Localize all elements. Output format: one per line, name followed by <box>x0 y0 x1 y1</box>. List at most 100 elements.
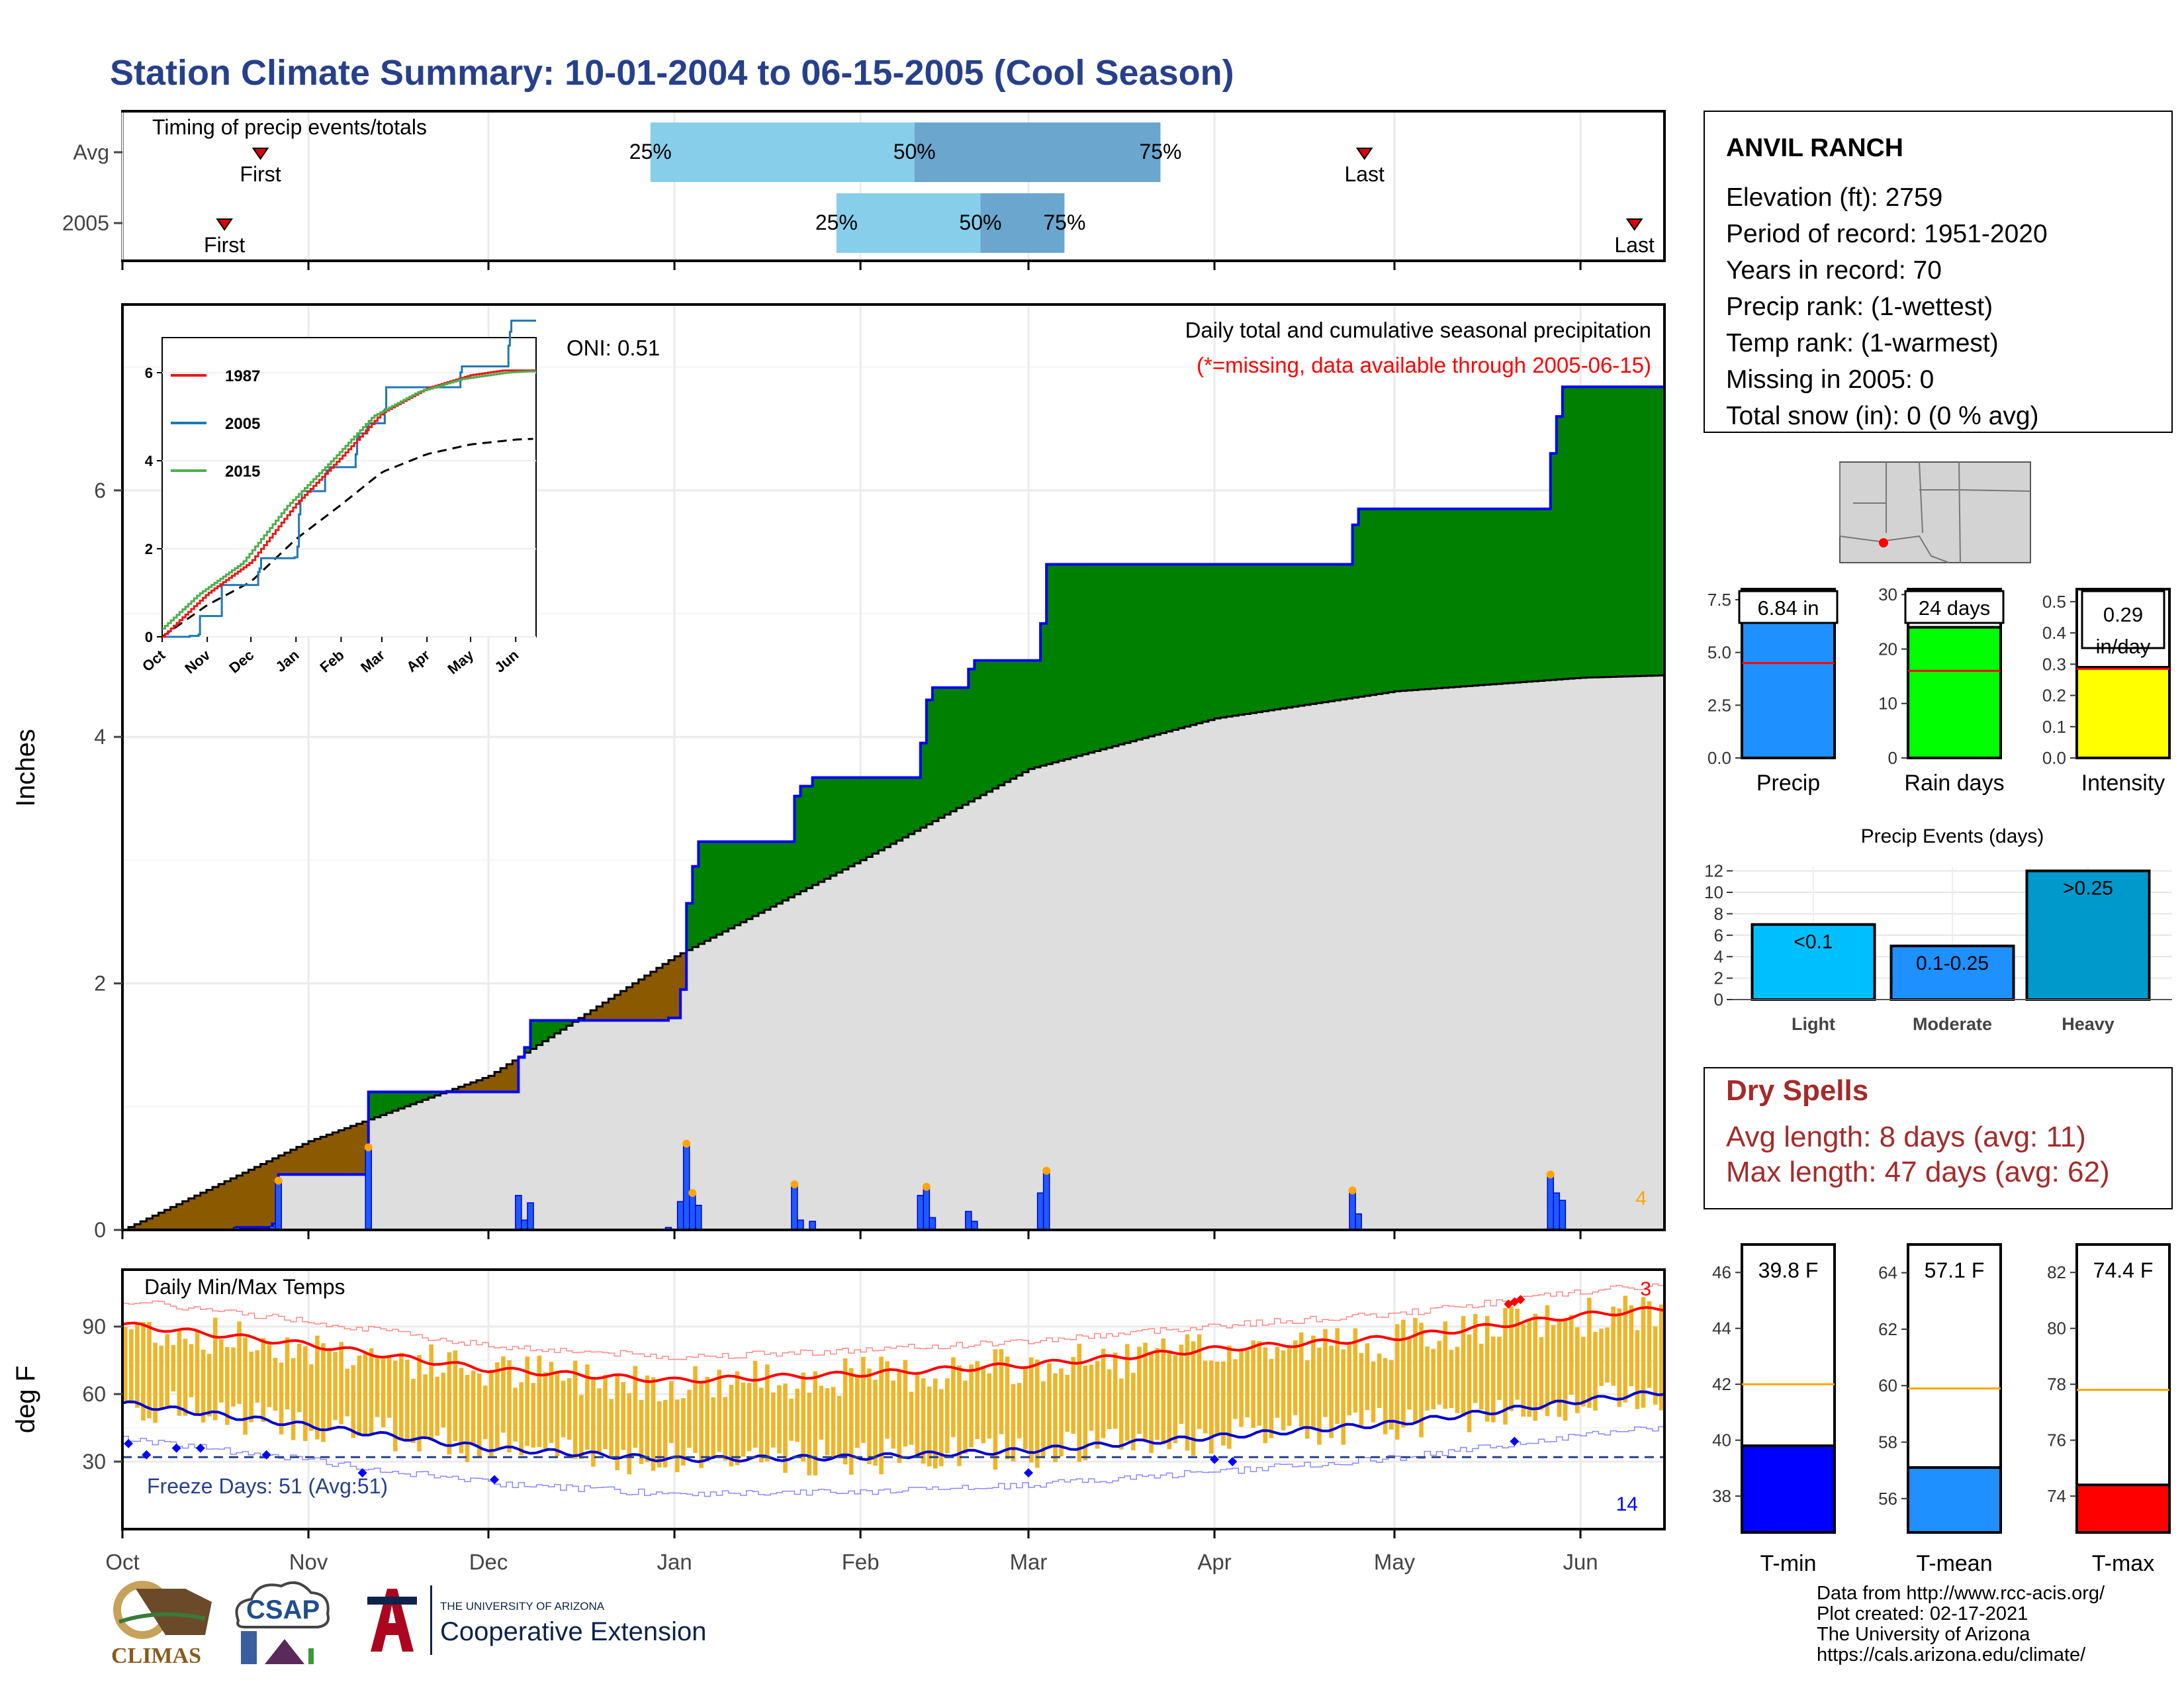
daily-temp-bar <box>183 1338 188 1416</box>
above-normal-area <box>1022 660 1029 773</box>
above-normal-area <box>1004 660 1011 782</box>
inset-1987-line <box>162 369 536 638</box>
above-normal-area <box>1058 564 1065 761</box>
daily-temp-bar <box>999 1349 1004 1434</box>
temp-chart-frame <box>121 1268 1666 1530</box>
daily-temp-bar <box>249 1351 253 1423</box>
total-y-tick-label: 2.5 <box>1707 695 1731 715</box>
daily-temp-bar <box>302 1346 308 1441</box>
below-normal-area <box>194 1196 201 1230</box>
daily-precip-bar <box>365 1147 372 1231</box>
daily-temp-bar <box>453 1350 458 1442</box>
above-normal-area <box>704 841 711 941</box>
above-normal-area <box>794 796 801 894</box>
daily-temp-bar <box>1503 1308 1508 1425</box>
above-normal-area <box>1220 564 1227 718</box>
heavy-event-marker <box>274 1176 283 1185</box>
daily-temp-bar <box>741 1382 746 1457</box>
temp-panel-frame <box>1741 1243 1836 1534</box>
daily-temp-bar <box>435 1376 440 1436</box>
above-normal-area <box>1106 564 1113 748</box>
above-normal-area <box>1610 387 1617 677</box>
daily-temp-bar <box>1563 1320 1568 1421</box>
total-value-label-box <box>2081 590 2165 649</box>
timing-row: 25% 50% 75% First Last 2005 <box>62 193 1655 257</box>
below-normal-area <box>344 1128 351 1175</box>
above-normal-area <box>416 1092 423 1102</box>
above-normal-area <box>872 777 879 854</box>
daily-temp-bar <box>987 1373 992 1439</box>
below-normal-area <box>632 983 639 1021</box>
above-normal-area <box>542 1020 549 1041</box>
daily-temp-bar <box>327 1350 332 1431</box>
temp-value-bar <box>1907 1466 2002 1534</box>
daily-temp-bar <box>513 1387 518 1442</box>
above-normal-area <box>1046 564 1053 765</box>
below-normal-area <box>452 1088 459 1092</box>
daily-temp-bar <box>237 1321 242 1404</box>
daily-temp-bar <box>1077 1343 1082 1462</box>
events-bar-label: >0.25 <box>2063 878 2113 900</box>
footer-line: https://cals.arizona.edu/climate/ <box>1817 1644 2086 1665</box>
daily-temp-bar <box>501 1356 506 1433</box>
daily-temp-bar <box>1257 1341 1262 1426</box>
above-normal-area <box>800 786 807 892</box>
above-normal-area <box>434 1092 441 1096</box>
daily-temp-bar <box>1388 1360 1394 1430</box>
station-info-line: Precip rank: (1-wettest) <box>1726 293 1993 321</box>
below-normal-area <box>674 956 681 1018</box>
above-normal-area <box>980 660 987 795</box>
daily-temp-bar <box>885 1361 889 1439</box>
quartile-bar-lower <box>650 122 915 182</box>
csap-logo: CSAP <box>235 1581 330 1664</box>
temp-value-bar <box>2075 1483 2171 1534</box>
below-normal-area <box>488 1076 495 1092</box>
events-category-label: Heavy <box>2062 1014 2115 1034</box>
total-value-bar <box>1907 626 2002 759</box>
station-name: ANVIL RANCH <box>1726 134 1903 162</box>
pct-25-label: 25% <box>629 140 672 164</box>
total-y-tick-label: 10 <box>1878 694 1897 714</box>
below-normal-area <box>506 1064 513 1092</box>
above-normal-area <box>1592 387 1599 678</box>
above-normal-area <box>1640 387 1647 677</box>
daily-temp-bar <box>267 1344 272 1407</box>
daily-temp-bar <box>752 1360 758 1448</box>
total-y-tick-label: 7.5 <box>1707 590 1731 610</box>
above-normal-area <box>1514 508 1522 683</box>
y-tick-label: 2 <box>94 972 106 996</box>
daily-temp-bar <box>206 1354 212 1417</box>
daily-temp-bar <box>1395 1324 1400 1440</box>
above-normal-area <box>932 687 939 821</box>
above-normal-area <box>740 841 747 923</box>
above-normal-area <box>848 777 855 867</box>
above-normal-area <box>734 841 741 925</box>
below-normal-area <box>614 994 621 1021</box>
above-normal-area <box>1310 564 1317 704</box>
daily-temp-bar <box>945 1378 950 1454</box>
above-normal-area <box>710 841 717 938</box>
daily-temp-bar <box>1245 1350 1250 1418</box>
daily-temp-bar <box>903 1360 908 1447</box>
daily-temp-bar <box>633 1366 638 1448</box>
daily-temp-bar <box>1317 1347 1322 1445</box>
below-normal-area <box>458 1086 465 1092</box>
daily-temp-bar <box>813 1371 818 1476</box>
daily-temp-bar <box>279 1362 284 1434</box>
daily-temp-bar <box>1095 1360 1100 1449</box>
timing-row: 25% 50% 75% First Last Avg <box>73 122 1385 186</box>
daily-temp-bar <box>1443 1321 1448 1409</box>
station-info-line: Period of record: 1951-2020 <box>1726 220 2048 248</box>
daily-temp-bar <box>837 1395 842 1456</box>
above-normal-area <box>1646 387 1653 676</box>
daily-temp-bar <box>399 1352 404 1441</box>
temp-y-tick-label: 60 <box>82 1382 106 1406</box>
above-normal-area <box>854 777 861 864</box>
above-normal-area <box>1082 564 1089 755</box>
above-normal-area <box>1418 508 1425 690</box>
above-normal-area <box>1490 508 1497 684</box>
above-normal-area <box>692 866 699 947</box>
daily-temp-bar <box>921 1378 926 1464</box>
daily-temp-bar <box>645 1375 650 1462</box>
daily-temp-bar <box>657 1401 662 1468</box>
